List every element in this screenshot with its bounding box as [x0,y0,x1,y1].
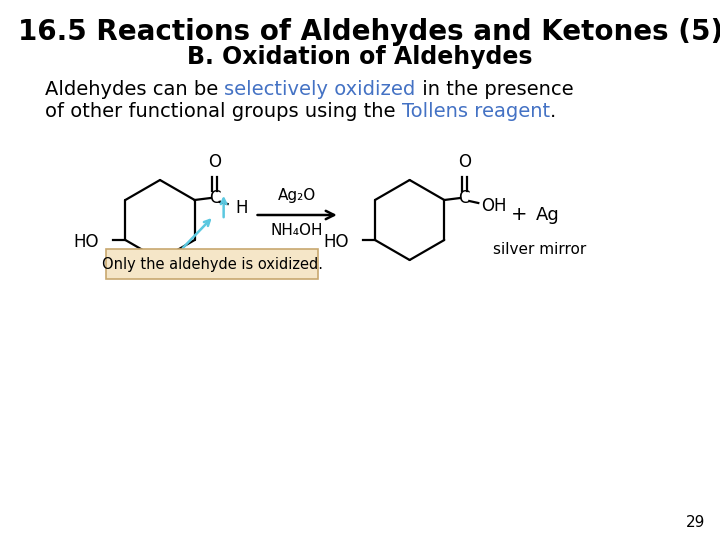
Text: of other functional groups using the: of other functional groups using the [45,102,402,121]
Text: Aldehydes can be: Aldehydes can be [45,80,225,99]
Text: C: C [459,189,470,207]
Text: in the presence: in the presence [415,80,573,99]
Text: +: + [511,206,528,225]
Text: O: O [458,153,471,171]
Text: O: O [208,153,221,171]
Text: B. Oxidation of Aldehydes: B. Oxidation of Aldehydes [187,45,533,69]
Text: H: H [235,199,248,217]
Text: selectively oxidized: selectively oxidized [225,80,415,99]
Text: Tollens reagent: Tollens reagent [402,102,550,121]
FancyBboxPatch shape [107,249,318,279]
Text: C: C [209,189,220,207]
Text: OH: OH [481,197,507,215]
Text: .: . [550,102,556,121]
Text: Ag₂O: Ag₂O [278,188,316,203]
Text: 29: 29 [685,515,705,530]
Text: NH₄OH: NH₄OH [271,223,323,238]
Text: 16.5 Reactions of Aldehydes and Ketones (5): 16.5 Reactions of Aldehydes and Ketones … [18,18,720,46]
Text: silver mirror: silver mirror [492,242,586,257]
Text: HO: HO [74,233,99,251]
Text: Ag: Ag [536,206,559,224]
Text: HO: HO [323,233,349,251]
Text: Only the aldehyde is oxidized.: Only the aldehyde is oxidized. [102,256,323,272]
